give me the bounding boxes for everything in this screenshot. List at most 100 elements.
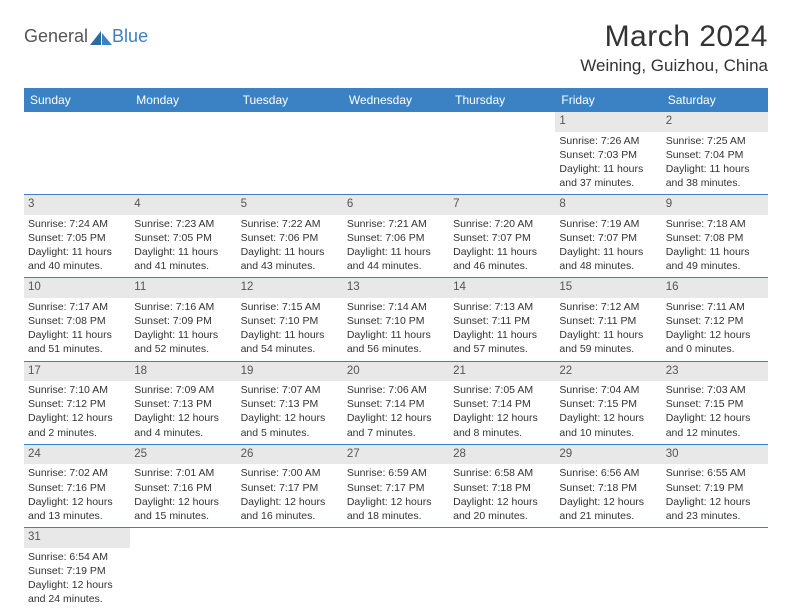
daylight-text: Daylight: 11 hours and 40 minutes. (28, 245, 126, 273)
day-details: Sunrise: 7:13 AMSunset: 7:11 PMDaylight:… (453, 300, 551, 357)
sunrise-text: Sunrise: 7:20 AM (453, 217, 551, 231)
day-number: 7 (449, 195, 555, 215)
day-number (343, 528, 449, 532)
sunset-text: Sunset: 7:09 PM (134, 314, 232, 328)
sunrise-text: Sunrise: 7:11 AM (666, 300, 764, 314)
daylight-text: Daylight: 11 hours and 54 minutes. (241, 328, 339, 356)
day-details: Sunrise: 7:11 AMSunset: 7:12 PMDaylight:… (666, 300, 764, 357)
day-details: Sunrise: 7:06 AMSunset: 7:14 PMDaylight:… (347, 383, 445, 440)
sunrise-text: Sunrise: 7:14 AM (347, 300, 445, 314)
sunset-text: Sunset: 7:15 PM (666, 397, 764, 411)
day-number: 1 (555, 112, 661, 132)
sunrise-text: Sunrise: 7:13 AM (453, 300, 551, 314)
sunset-text: Sunset: 7:11 PM (453, 314, 551, 328)
sunrise-text: Sunrise: 7:02 AM (28, 466, 126, 480)
location: Weining, Guizhou, China (580, 56, 768, 76)
day-details: Sunrise: 7:21 AMSunset: 7:06 PMDaylight:… (347, 217, 445, 274)
sunset-text: Sunset: 7:12 PM (666, 314, 764, 328)
calendar-cell (237, 528, 343, 611)
daylight-text: Daylight: 12 hours and 8 minutes. (453, 411, 551, 439)
day-details: Sunrise: 7:09 AMSunset: 7:13 PMDaylight:… (134, 383, 232, 440)
calendar-cell: 29Sunrise: 6:56 AMSunset: 7:18 PMDayligh… (555, 444, 661, 527)
day-number (449, 528, 555, 532)
weekday-header: Tuesday (237, 88, 343, 112)
sunrise-text: Sunrise: 7:18 AM (666, 217, 764, 231)
daylight-text: Daylight: 12 hours and 5 minutes. (241, 411, 339, 439)
day-details: Sunrise: 7:26 AMSunset: 7:03 PMDaylight:… (559, 134, 657, 191)
sunrise-text: Sunrise: 6:56 AM (559, 466, 657, 480)
day-number (130, 528, 236, 532)
daylight-text: Daylight: 11 hours and 52 minutes. (134, 328, 232, 356)
calendar-body: 1Sunrise: 7:26 AMSunset: 7:03 PMDaylight… (24, 112, 768, 610)
day-number (237, 528, 343, 532)
day-number (24, 112, 130, 116)
daylight-text: Daylight: 12 hours and 23 minutes. (666, 495, 764, 523)
day-number: 15 (555, 278, 661, 298)
day-details: Sunrise: 7:25 AMSunset: 7:04 PMDaylight:… (666, 134, 764, 191)
day-number (555, 528, 661, 532)
daylight-text: Daylight: 11 hours and 59 minutes. (559, 328, 657, 356)
sunset-text: Sunset: 7:17 PM (241, 481, 339, 495)
day-number: 21 (449, 362, 555, 382)
sunrise-text: Sunrise: 7:26 AM (559, 134, 657, 148)
day-number: 20 (343, 362, 449, 382)
day-number: 31 (24, 528, 130, 548)
day-number: 24 (24, 445, 130, 465)
day-number: 17 (24, 362, 130, 382)
calendar-cell: 2Sunrise: 7:25 AMSunset: 7:04 PMDaylight… (662, 112, 768, 195)
calendar-cell: 14Sunrise: 7:13 AMSunset: 7:11 PMDayligh… (449, 278, 555, 361)
calendar-cell (555, 528, 661, 611)
sunrise-text: Sunrise: 6:58 AM (453, 466, 551, 480)
sunset-text: Sunset: 7:08 PM (28, 314, 126, 328)
calendar-table: Sunday Monday Tuesday Wednesday Thursday… (24, 88, 768, 610)
daylight-text: Daylight: 12 hours and 2 minutes. (28, 411, 126, 439)
calendar-week-row: 24Sunrise: 7:02 AMSunset: 7:16 PMDayligh… (24, 444, 768, 527)
sunrise-text: Sunrise: 6:59 AM (347, 466, 445, 480)
calendar-cell: 3Sunrise: 7:24 AMSunset: 7:05 PMDaylight… (24, 195, 130, 278)
day-number: 10 (24, 278, 130, 298)
day-details: Sunrise: 7:00 AMSunset: 7:17 PMDaylight:… (241, 466, 339, 523)
daylight-text: Daylight: 11 hours and 44 minutes. (347, 245, 445, 273)
day-number: 4 (130, 195, 236, 215)
day-number: 8 (555, 195, 661, 215)
day-details: Sunrise: 7:14 AMSunset: 7:10 PMDaylight:… (347, 300, 445, 357)
sunset-text: Sunset: 7:16 PM (134, 481, 232, 495)
weekday-header: Wednesday (343, 88, 449, 112)
sunset-text: Sunset: 7:07 PM (453, 231, 551, 245)
sunset-text: Sunset: 7:04 PM (666, 148, 764, 162)
sunrise-text: Sunrise: 7:03 AM (666, 383, 764, 397)
daylight-text: Daylight: 11 hours and 56 minutes. (347, 328, 445, 356)
sunset-text: Sunset: 7:14 PM (347, 397, 445, 411)
daylight-text: Daylight: 12 hours and 15 minutes. (134, 495, 232, 523)
calendar-week-row: 3Sunrise: 7:24 AMSunset: 7:05 PMDaylight… (24, 195, 768, 278)
day-number (343, 112, 449, 116)
calendar-week-row: 1Sunrise: 7:26 AMSunset: 7:03 PMDaylight… (24, 112, 768, 195)
day-details: Sunrise: 7:07 AMSunset: 7:13 PMDaylight:… (241, 383, 339, 440)
logo: General Blue (24, 20, 148, 47)
sunrise-text: Sunrise: 7:21 AM (347, 217, 445, 231)
day-number: 12 (237, 278, 343, 298)
calendar-cell: 15 Sunrise: 7:12 AMSunset: 7:11 PMDayligh… (555, 278, 661, 361)
calendar-cell: 31Sunrise: 6:54 AMSunset: 7:19 PMDayligh… (24, 528, 130, 611)
sunrise-text: Sunrise: 7:06 AM (347, 383, 445, 397)
daylight-text: Daylight: 11 hours and 41 minutes. (134, 245, 232, 273)
day-number: 28 (449, 445, 555, 465)
day-number: 13 (343, 278, 449, 298)
calendar-cell: 21Sunrise: 7:05 AMSunset: 7:14 PMDayligh… (449, 361, 555, 444)
weekday-header: Sunday (24, 88, 130, 112)
calendar-week-row: 31Sunrise: 6:54 AMSunset: 7:19 PMDayligh… (24, 528, 768, 611)
daylight-text: Daylight: 11 hours and 51 minutes. (28, 328, 126, 356)
sunrise-text: Sunrise: 7:12 AM (559, 300, 657, 314)
day-number: 27 (343, 445, 449, 465)
sunrise-text: Sunrise: 6:54 AM (28, 550, 126, 564)
sunset-text: Sunset: 7:11 PM (559, 314, 657, 328)
weekday-header: Thursday (449, 88, 555, 112)
month-title: March 2024 (580, 20, 768, 54)
day-number: 11 (130, 278, 236, 298)
calendar-cell: 9Sunrise: 7:18 AMSunset: 7:08 PMDaylight… (662, 195, 768, 278)
sunset-text: Sunset: 7:13 PM (241, 397, 339, 411)
sunset-text: Sunset: 7:19 PM (666, 481, 764, 495)
day-number: 2 (662, 112, 768, 132)
sunset-text: Sunset: 7:06 PM (347, 231, 445, 245)
calendar-cell: 18Sunrise: 7:09 AMSunset: 7:13 PMDayligh… (130, 361, 236, 444)
